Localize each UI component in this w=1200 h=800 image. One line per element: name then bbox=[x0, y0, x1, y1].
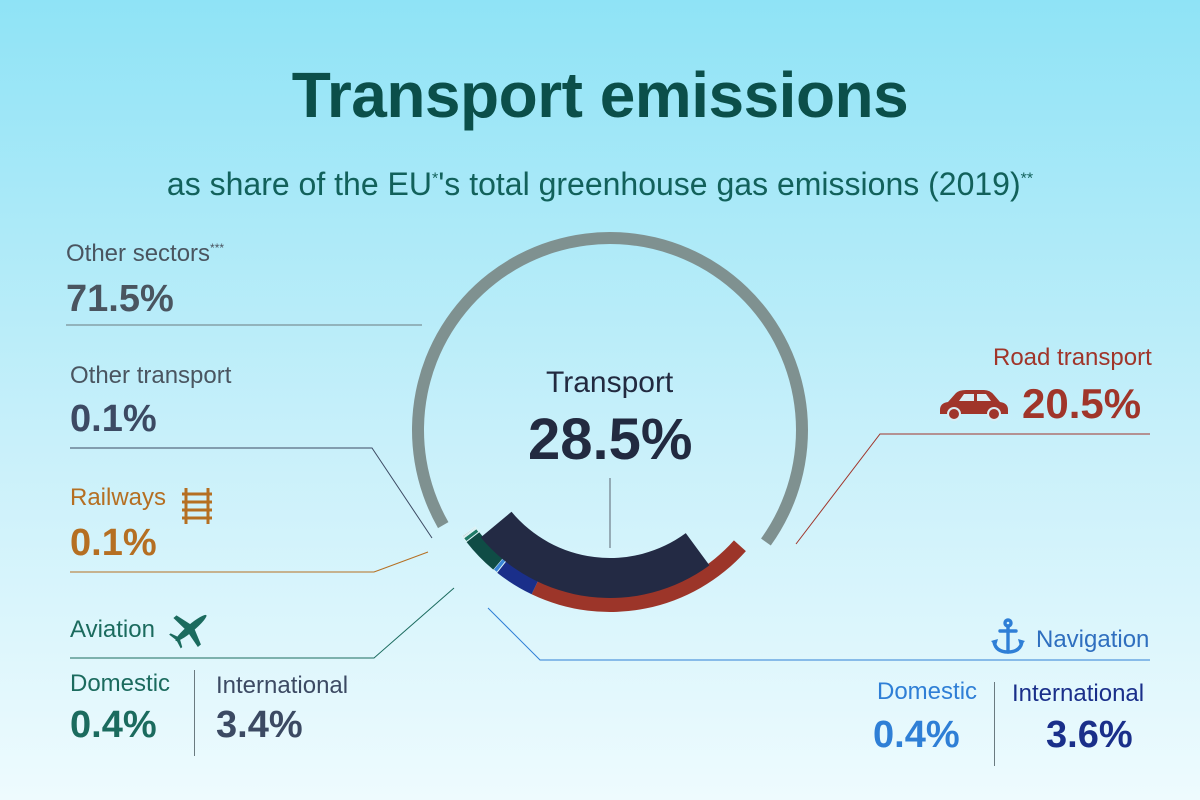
chart-subtitle: as share of the EU*'s total greenhouse g… bbox=[166, 166, 1034, 202]
slice-aviation-international bbox=[466, 531, 504, 570]
leader-navigation bbox=[487, 607, 1150, 661]
leader-road-transport bbox=[795, 433, 1150, 545]
slice-road-transport bbox=[531, 540, 746, 612]
car-icon bbox=[940, 390, 1008, 421]
chart-title: Transport emissions bbox=[291, 59, 909, 131]
navigation-label: Navigation bbox=[1036, 626, 1150, 653]
railways-value: 0.1% bbox=[70, 522, 157, 564]
slice-navigation-international bbox=[496, 559, 539, 595]
road-transport-value: 20.5% bbox=[1022, 380, 1142, 427]
aviation-divider bbox=[194, 670, 195, 756]
other-transport-value: 0.1% bbox=[70, 398, 157, 440]
aviation-domestic-value: 0.4% bbox=[70, 704, 157, 746]
road-transport-label: Road transport bbox=[993, 344, 1152, 371]
navigation-domestic-value: 0.4% bbox=[873, 714, 960, 756]
navigation-international-label: International bbox=[1012, 680, 1145, 707]
aviation-international-label: International bbox=[216, 672, 349, 699]
railway-track-icon bbox=[182, 488, 212, 524]
railways-label: Railways bbox=[70, 484, 167, 511]
airplane-icon bbox=[169, 614, 207, 649]
navigation-international-value: 3.6% bbox=[1046, 714, 1133, 756]
navigation-divider bbox=[994, 682, 995, 766]
leader-other-transport bbox=[70, 447, 433, 539]
navigation-domestic-label: Domestic bbox=[877, 678, 978, 705]
leader-aviation bbox=[70, 587, 455, 659]
slice-transport-total bbox=[480, 511, 710, 598]
anchor-icon bbox=[991, 618, 1025, 654]
transport-label: Transport bbox=[546, 366, 674, 399]
other-sectors-value: 71.5% bbox=[66, 278, 174, 320]
aviation-domestic-label: Domestic bbox=[70, 670, 171, 697]
other-transport-label: Other transport bbox=[70, 362, 232, 389]
aviation-international-value: 3.4% bbox=[216, 704, 303, 746]
slice-other-transport bbox=[461, 526, 477, 538]
leader-railways bbox=[70, 551, 429, 573]
other-sectors-label: Other sectors*** bbox=[66, 240, 225, 267]
aviation-label: Aviation bbox=[70, 616, 155, 643]
transport-value: 28.5% bbox=[528, 407, 693, 472]
